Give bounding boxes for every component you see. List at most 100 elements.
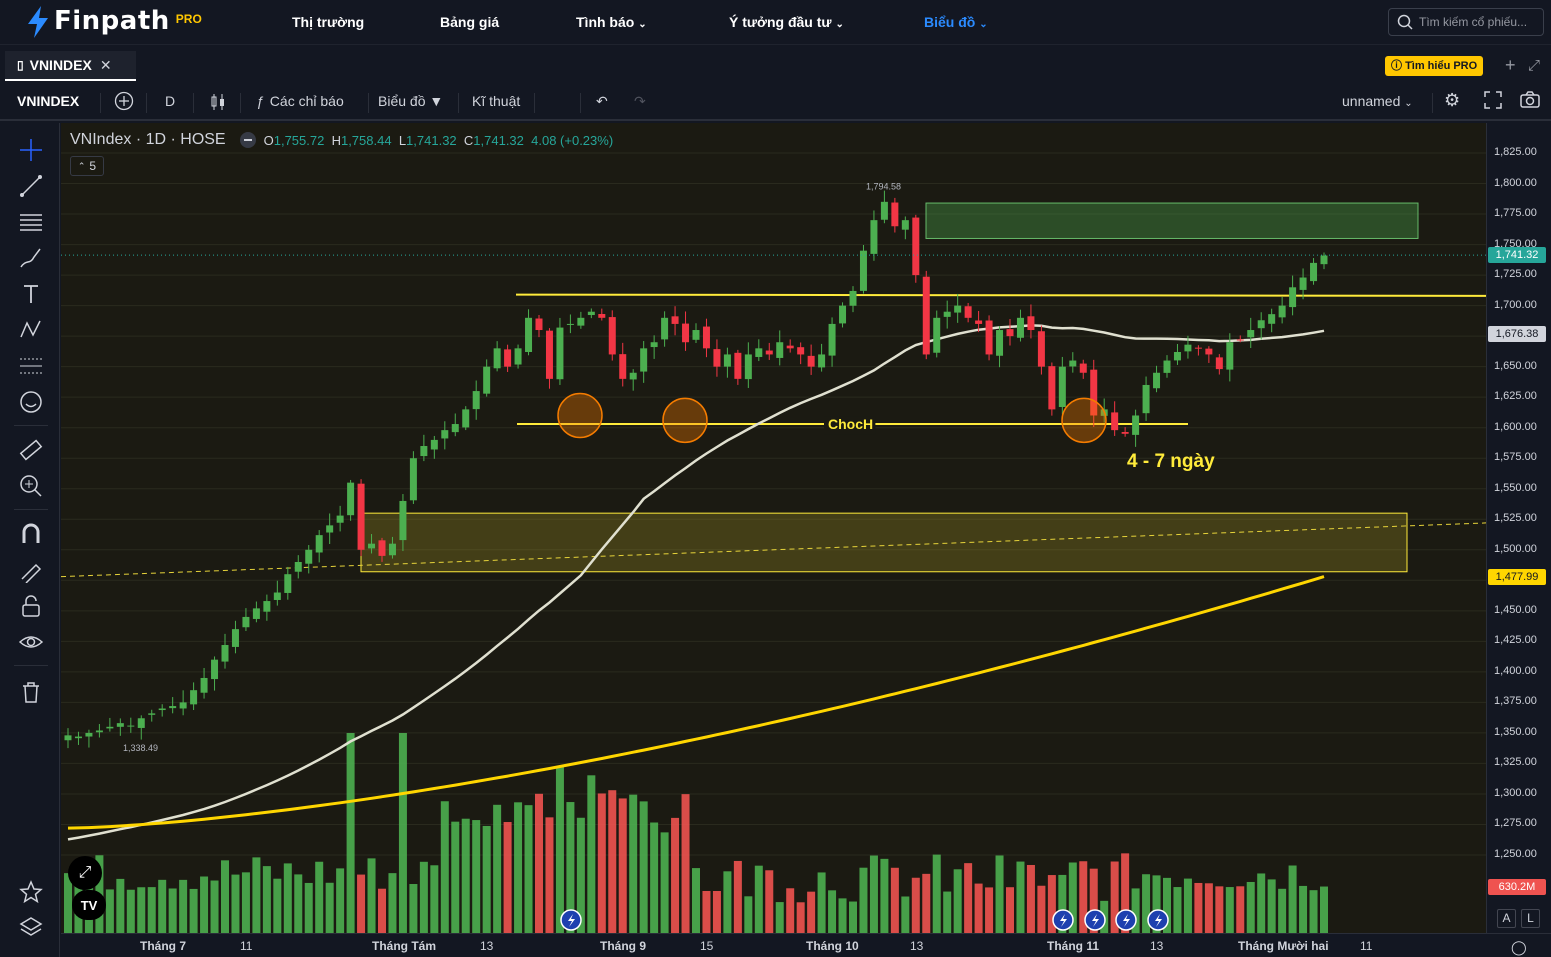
time-tick-label: Tháng Tám [372, 939, 437, 953]
expand-chart-button[interactable]: ⤢ [68, 856, 102, 890]
interval-selector[interactable]: D [165, 93, 176, 109]
close-icon[interactable]: ✕ [99, 56, 112, 73]
nav-chart[interactable]: Biểu đồ ⌄ [924, 14, 988, 30]
technical-button[interactable]: Kĩ thuật [472, 93, 521, 109]
pro-info-link[interactable]: ⓘ Tìm hiểu PRO [1385, 56, 1484, 76]
timezone-icon[interactable]: ◯ [1511, 939, 1527, 955]
demand-zone-box [360, 512, 1408, 573]
indicators-button[interactable]: ƒ Các chỉ báo [256, 93, 344, 109]
nav-intelligence[interactable]: Tình báo ⌄ [576, 14, 647, 30]
volume-bar [995, 855, 1004, 933]
candle-body [430, 439, 438, 450]
layout-selector[interactable]: unnamed ⌄ [1342, 93, 1413, 109]
candle-body [378, 540, 386, 556]
bolt-icon [1123, 914, 1130, 927]
volume-bar [1215, 886, 1224, 933]
volume-bar [922, 873, 931, 933]
volume-bar [765, 870, 774, 933]
finpath-logo[interactable]: Finpath PRO [26, 6, 202, 38]
chart-pane[interactable]: ChocH 4 - 7 ngày 1,794.58 1,338.49 [60, 123, 1487, 933]
price-tick-label: 1,425.00 [1494, 634, 1537, 647]
nav-price-board[interactable]: Bảng giá [440, 14, 499, 30]
settings-icon[interactable]: ⚙ [1444, 90, 1461, 110]
text-icon[interactable] [18, 281, 44, 307]
lock-drawings-icon[interactable] [18, 557, 44, 583]
volume-bar [671, 817, 680, 933]
tradingview-logo[interactable]: TV [72, 890, 106, 920]
candle-body [1257, 320, 1265, 329]
candle-body [1299, 277, 1307, 290]
candle-body [190, 690, 198, 705]
crosshair-icon[interactable] [18, 137, 44, 163]
candle-body [525, 317, 533, 352]
volume-bar [231, 874, 240, 933]
chevron-down-icon: ⌄ [979, 19, 988, 30]
volume-bar [1121, 853, 1130, 933]
price-chart[interactable]: ChocH 4 - 7 ngày 1,794.58 1,338.49 [60, 123, 1487, 933]
candle-body [535, 318, 543, 331]
volume-bar [1299, 885, 1308, 933]
hide-legend-icon[interactable] [239, 132, 256, 148]
candle-body [137, 718, 145, 728]
fullscreen-icon[interactable] [1484, 91, 1502, 112]
lock-icon[interactable] [18, 593, 44, 619]
time-tick-label: Tháng 9 [600, 939, 647, 953]
search-icon [1397, 14, 1413, 30]
price-tick-label: 1,825.00 [1494, 146, 1537, 158]
plus-icon[interactable]: + [1505, 55, 1516, 75]
candle-body [556, 327, 564, 380]
candle-body [786, 345, 794, 349]
candle-body [849, 290, 857, 306]
volume-tag: 630.2M [1488, 879, 1546, 895]
symbol-selector[interactable]: VNINDEX [17, 93, 80, 109]
chart-type-button[interactable]: Biểu đồ ▼ [378, 93, 444, 109]
forecast-icon[interactable] [18, 353, 44, 379]
expand-icon[interactable]: ⤢ [1528, 57, 1541, 74]
redo-icon[interactable]: ↷ [634, 93, 646, 109]
indicators-collapse-button[interactable]: ⌃ 5 [70, 156, 104, 176]
ruler-icon[interactable] [18, 437, 44, 463]
trash-icon[interactable] [18, 679, 44, 705]
candle-body [828, 323, 836, 356]
camera-icon[interactable] [1520, 91, 1540, 112]
log-scale-button[interactable]: L [1521, 909, 1540, 928]
candle-body [315, 535, 323, 553]
star-icon[interactable] [18, 879, 44, 905]
candles-icon[interactable] [209, 93, 227, 114]
magnet-icon[interactable] [18, 521, 44, 547]
chevron-down-icon: ⌄ [835, 19, 844, 30]
volume-bar [252, 857, 261, 933]
choch-label-bg [824, 416, 876, 435]
price-tick-label: 1,450.00 [1494, 603, 1537, 616]
volume-bar [901, 896, 910, 933]
nav-market[interactable]: Thị trường [292, 14, 364, 30]
emoji-icon[interactable] [18, 389, 44, 415]
pro-info-label: Tìm hiểu PRO [1405, 60, 1478, 72]
candle-body [996, 330, 1004, 356]
horizontal-lines-icon[interactable] [18, 209, 44, 235]
candle-body [399, 500, 407, 541]
auto-scale-button[interactable]: A [1497, 909, 1516, 928]
search-input[interactable]: Tìm kiếm cổ phiếu... [1388, 8, 1544, 36]
zoom-in-icon[interactable] [18, 473, 44, 499]
layers-icon[interactable] [18, 915, 44, 941]
volume-bar [105, 889, 114, 933]
candle-body [870, 220, 878, 254]
indicators-label: Các chỉ báo [269, 93, 344, 109]
candle-body [1069, 360, 1077, 367]
candle-body [587, 311, 595, 316]
candle-body [933, 317, 941, 353]
brush-icon[interactable] [18, 245, 44, 271]
nav-investment-ideas[interactable]: Ý tưởng đầu tư ⌄ [729, 14, 844, 30]
undo-icon[interactable]: ↶ [596, 93, 608, 109]
eye-icon[interactable] [18, 629, 44, 655]
trendline-icon[interactable] [18, 173, 44, 199]
fx-icon: ƒ [256, 93, 264, 109]
candle-body [1153, 372, 1161, 389]
time-axis[interactable] [61, 933, 1551, 957]
pattern-icon[interactable] [18, 317, 44, 343]
tab-vnindex[interactable]: ▯ VNINDEX ✕ [5, 51, 136, 81]
add-symbol-icon[interactable] [114, 91, 134, 114]
volume-bar [1183, 878, 1192, 933]
nav-price-board-label: Bảng giá [440, 14, 500, 30]
